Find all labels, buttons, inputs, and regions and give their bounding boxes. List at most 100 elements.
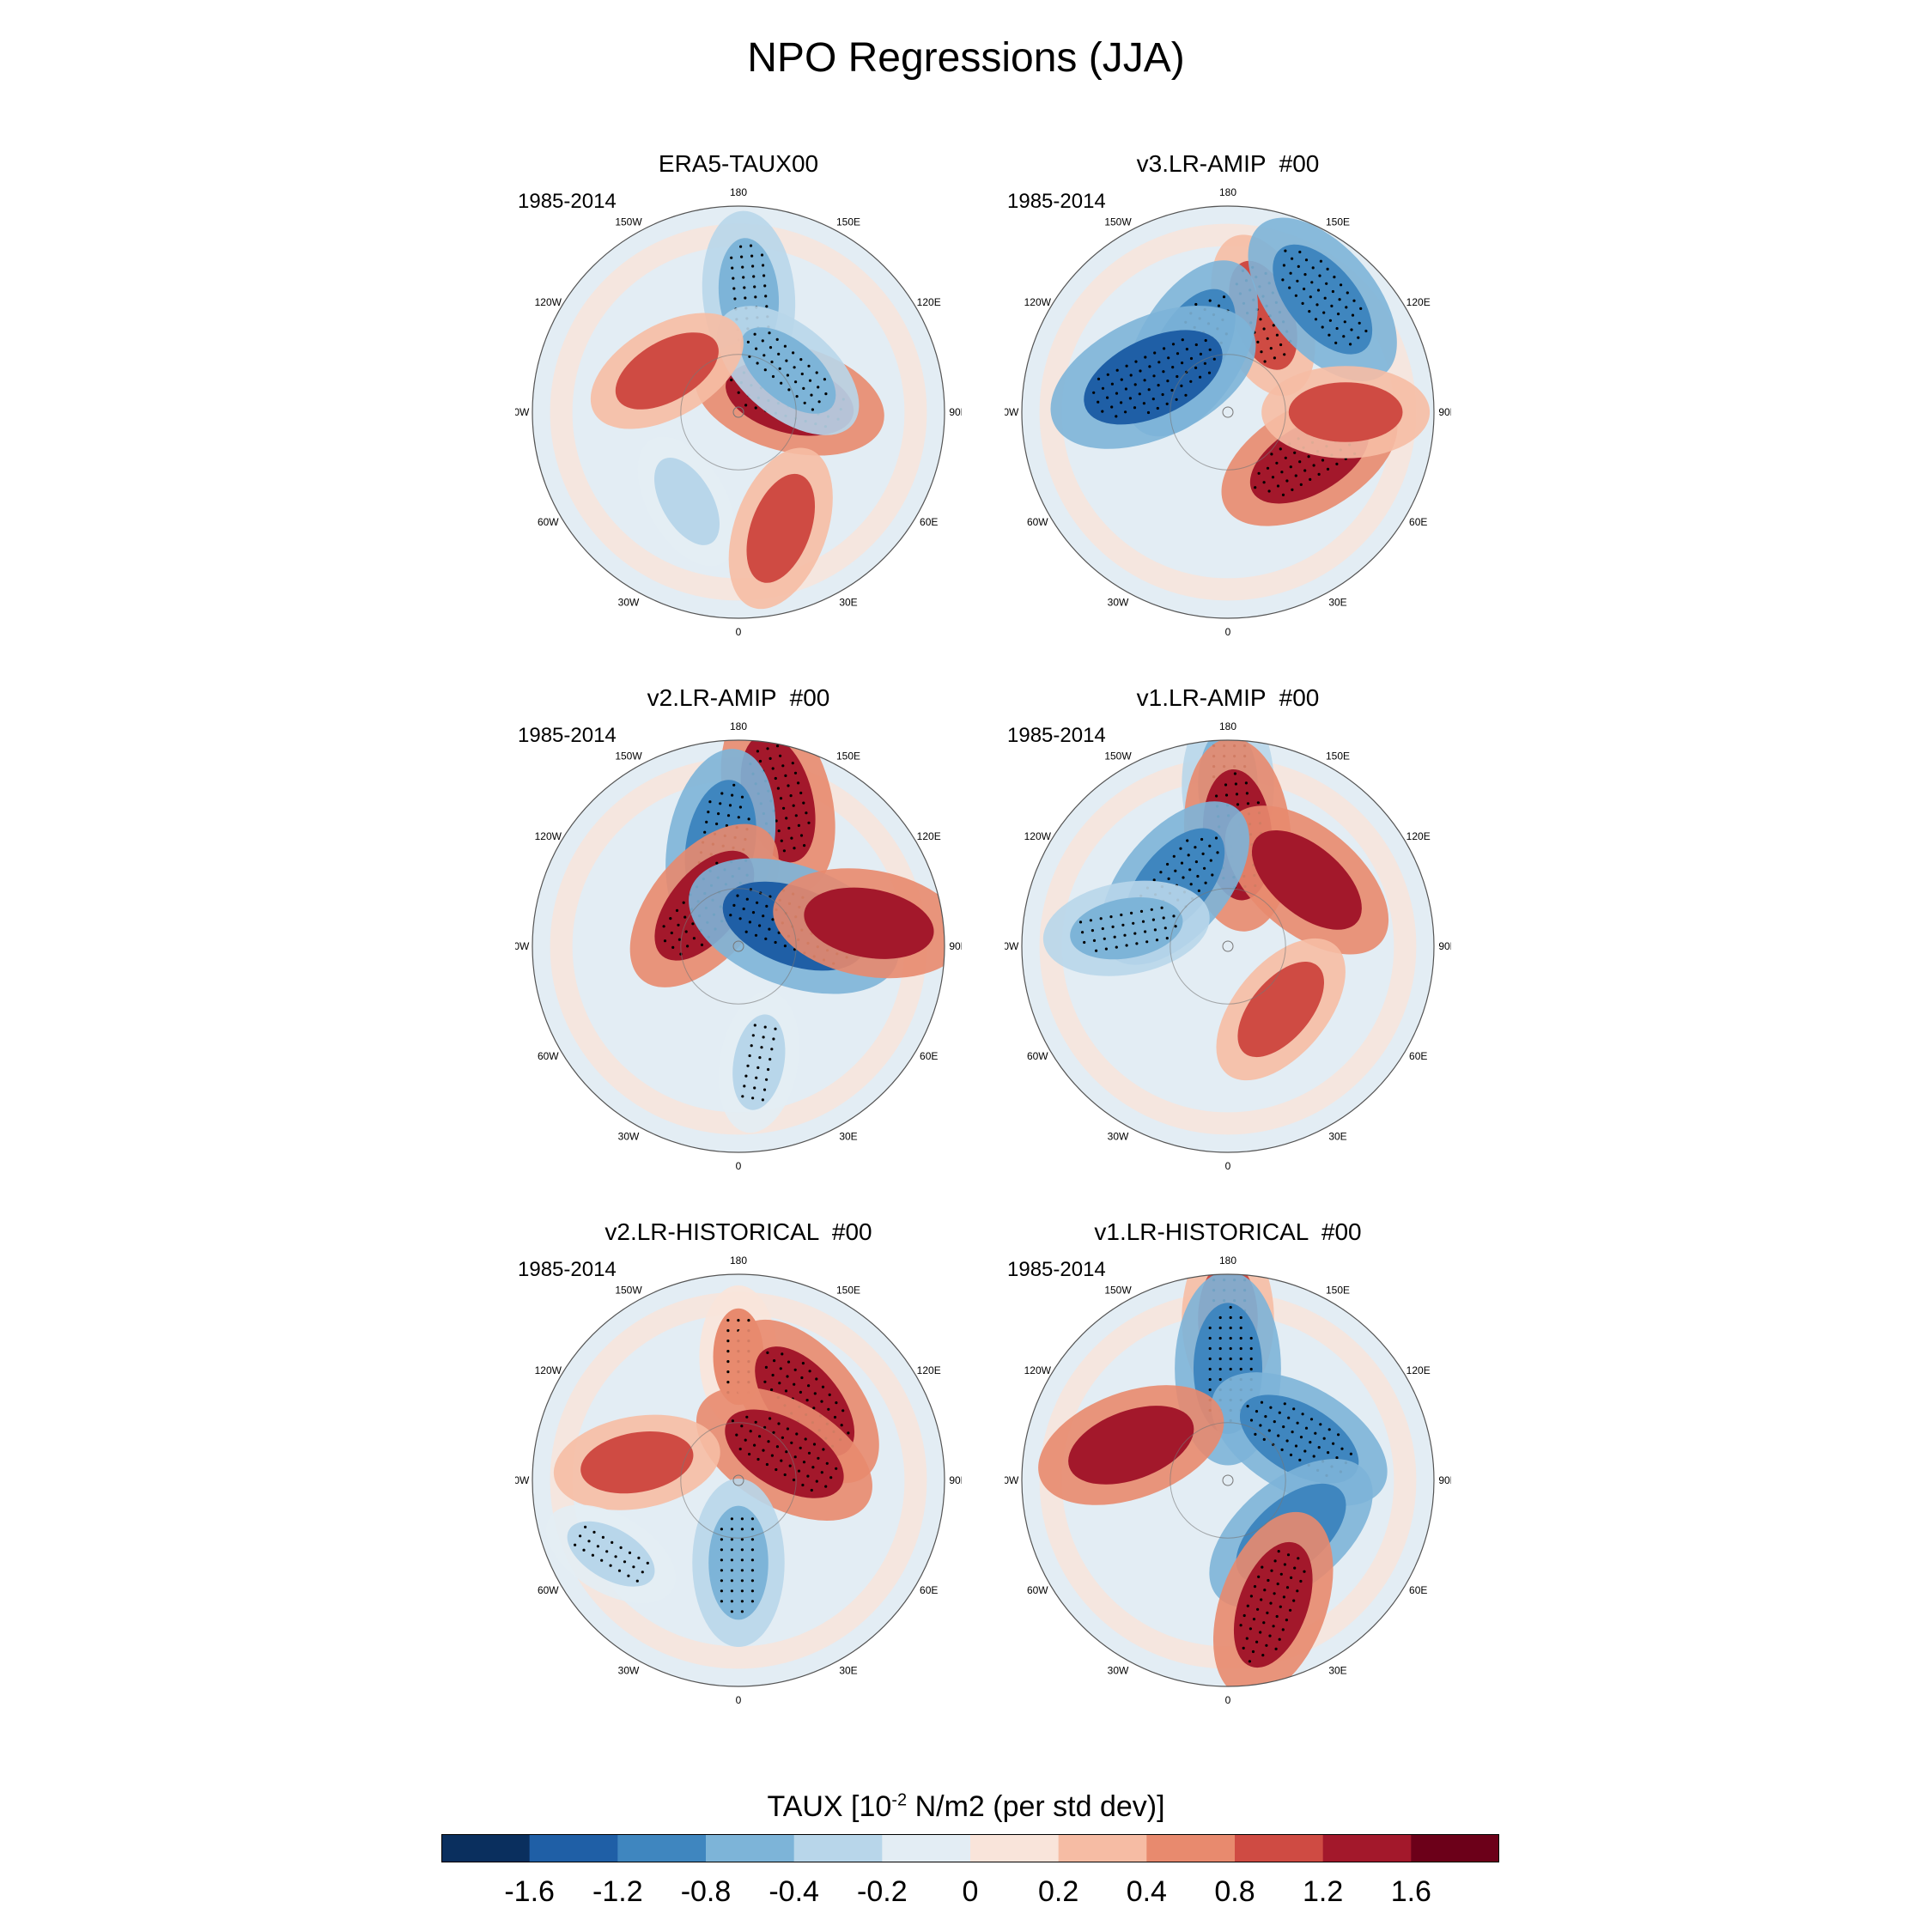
stipple-dot — [777, 931, 781, 934]
longitude-label: 0 — [736, 1694, 742, 1706]
stipple-dot — [1317, 1446, 1321, 1449]
stipple-dot — [1303, 469, 1307, 472]
stipple-dot — [1364, 329, 1368, 333]
stipple-dot — [1255, 1640, 1259, 1643]
longitude-label: 30W — [1108, 1665, 1129, 1677]
stipple-dot — [1203, 361, 1206, 365]
stipple-dot — [707, 811, 710, 814]
stipple-dot — [1307, 455, 1310, 459]
stipple-dot — [774, 1027, 777, 1030]
longitude-label: 60E — [1409, 1050, 1427, 1062]
stipple-dot — [729, 914, 732, 917]
stipple-dot — [1301, 301, 1304, 305]
anomaly-core — [804, 887, 934, 959]
stipple-dot — [737, 1319, 740, 1322]
stipple-dot — [1299, 483, 1303, 486]
stipple-dot — [1133, 406, 1137, 410]
longitude-label: 150W — [615, 750, 642, 762]
significance-stipple — [731, 1415, 838, 1492]
stipple-dot — [1270, 453, 1273, 456]
stipple-dot — [750, 1558, 754, 1562]
stipple-dot — [720, 1528, 723, 1531]
longitude-label: 30W — [1108, 597, 1129, 609]
stipple-dot — [1208, 1357, 1212, 1361]
stipple-dot — [790, 836, 793, 840]
stipple-dot — [1218, 1377, 1222, 1382]
stipple-dot — [1257, 471, 1261, 475]
stipple-dot — [1239, 1326, 1242, 1330]
stipple-dot — [1189, 356, 1194, 361]
stipple-dot — [785, 1450, 788, 1454]
stipple-dot — [776, 787, 780, 790]
coastline-hint — [1170, 1422, 1286, 1539]
stipple-dot — [726, 1370, 730, 1374]
colorbar-swatch — [1322, 1834, 1412, 1862]
map-field — [1022, 740, 1434, 1152]
colorbar-title-prefix: TAUX [10 — [767, 1790, 892, 1823]
stipple-dot — [1239, 1346, 1242, 1351]
stipple-dot — [1089, 919, 1092, 922]
stipple-dot — [1350, 328, 1353, 331]
stipple-dot — [1124, 387, 1127, 391]
longitude-label: 30E — [1328, 1131, 1346, 1143]
stipple-dot — [726, 1381, 730, 1384]
stipple-dot — [1263, 1589, 1267, 1592]
stipple-dot — [1311, 266, 1315, 270]
stipple-dot — [772, 1037, 775, 1041]
stipple-dot — [1184, 393, 1188, 397]
anomaly-core — [1068, 1406, 1194, 1485]
stipple-dot — [750, 1579, 754, 1583]
stipple-dot — [720, 1569, 723, 1572]
stipple-dot — [1328, 319, 1332, 322]
map-panel: v1.LR-HISTORICAL #00 1985-2014 0 30E 60E 90E 1… — [1005, 1218, 1451, 1716]
panel-period: 1985-2014 — [1007, 190, 1106, 213]
stipple-dot — [1081, 931, 1084, 934]
stipple-dot — [1335, 462, 1339, 465]
stipple-dot — [1282, 1595, 1285, 1599]
stipple-dot — [740, 1558, 744, 1562]
stipple-dot — [743, 1084, 746, 1088]
stipple-dot — [1235, 793, 1239, 796]
stipple-dot — [765, 1462, 769, 1467]
stipple-dot — [802, 801, 805, 805]
pole-marker — [1222, 1474, 1234, 1486]
stipple-dot — [835, 1467, 838, 1470]
stipple-dot — [756, 1457, 760, 1461]
stipple-dot — [1251, 1649, 1255, 1654]
stipple-dot — [793, 847, 796, 850]
stipple-dot — [646, 1561, 649, 1564]
map-field — [532, 740, 945, 1152]
stipple-dot — [1312, 464, 1315, 467]
stipple-dot — [758, 924, 762, 927]
stipple-dot — [1264, 1415, 1267, 1419]
stipple-dot — [1254, 486, 1257, 489]
colorbar-tick-label: 0.2 — [1038, 1875, 1079, 1908]
stipple-dot — [731, 793, 734, 797]
stipple-dot — [733, 297, 737, 301]
colorbar-swatch — [1058, 1834, 1147, 1862]
stipple-dot — [772, 1431, 775, 1434]
stipple-dot — [773, 1359, 776, 1363]
stipple-dot — [1123, 933, 1127, 937]
stipple-dot — [1256, 1607, 1260, 1611]
stipple-dot — [735, 1433, 738, 1437]
stipple-dot — [738, 917, 742, 920]
stipple-dot — [1288, 286, 1291, 289]
stipple-dot — [1262, 327, 1266, 331]
stipple-dot — [758, 759, 762, 763]
stipple-dot — [1208, 1367, 1212, 1371]
stipple-dot — [1186, 839, 1189, 842]
stipple-dot — [584, 1525, 587, 1528]
stipple-dot — [815, 1377, 818, 1381]
stipple-dot — [779, 754, 782, 757]
stipple-dot — [829, 1476, 833, 1479]
stipple-dot — [1260, 1400, 1264, 1404]
stipple-dot — [1124, 410, 1127, 414]
map-border — [532, 1273, 945, 1687]
stipple-dot — [738, 805, 742, 809]
stipple-dot — [1092, 939, 1097, 942]
stipple-dot — [811, 1466, 815, 1469]
stipple-dot — [805, 811, 808, 815]
stipple-dot — [1269, 1601, 1273, 1605]
anomaly-core — [567, 1521, 655, 1587]
